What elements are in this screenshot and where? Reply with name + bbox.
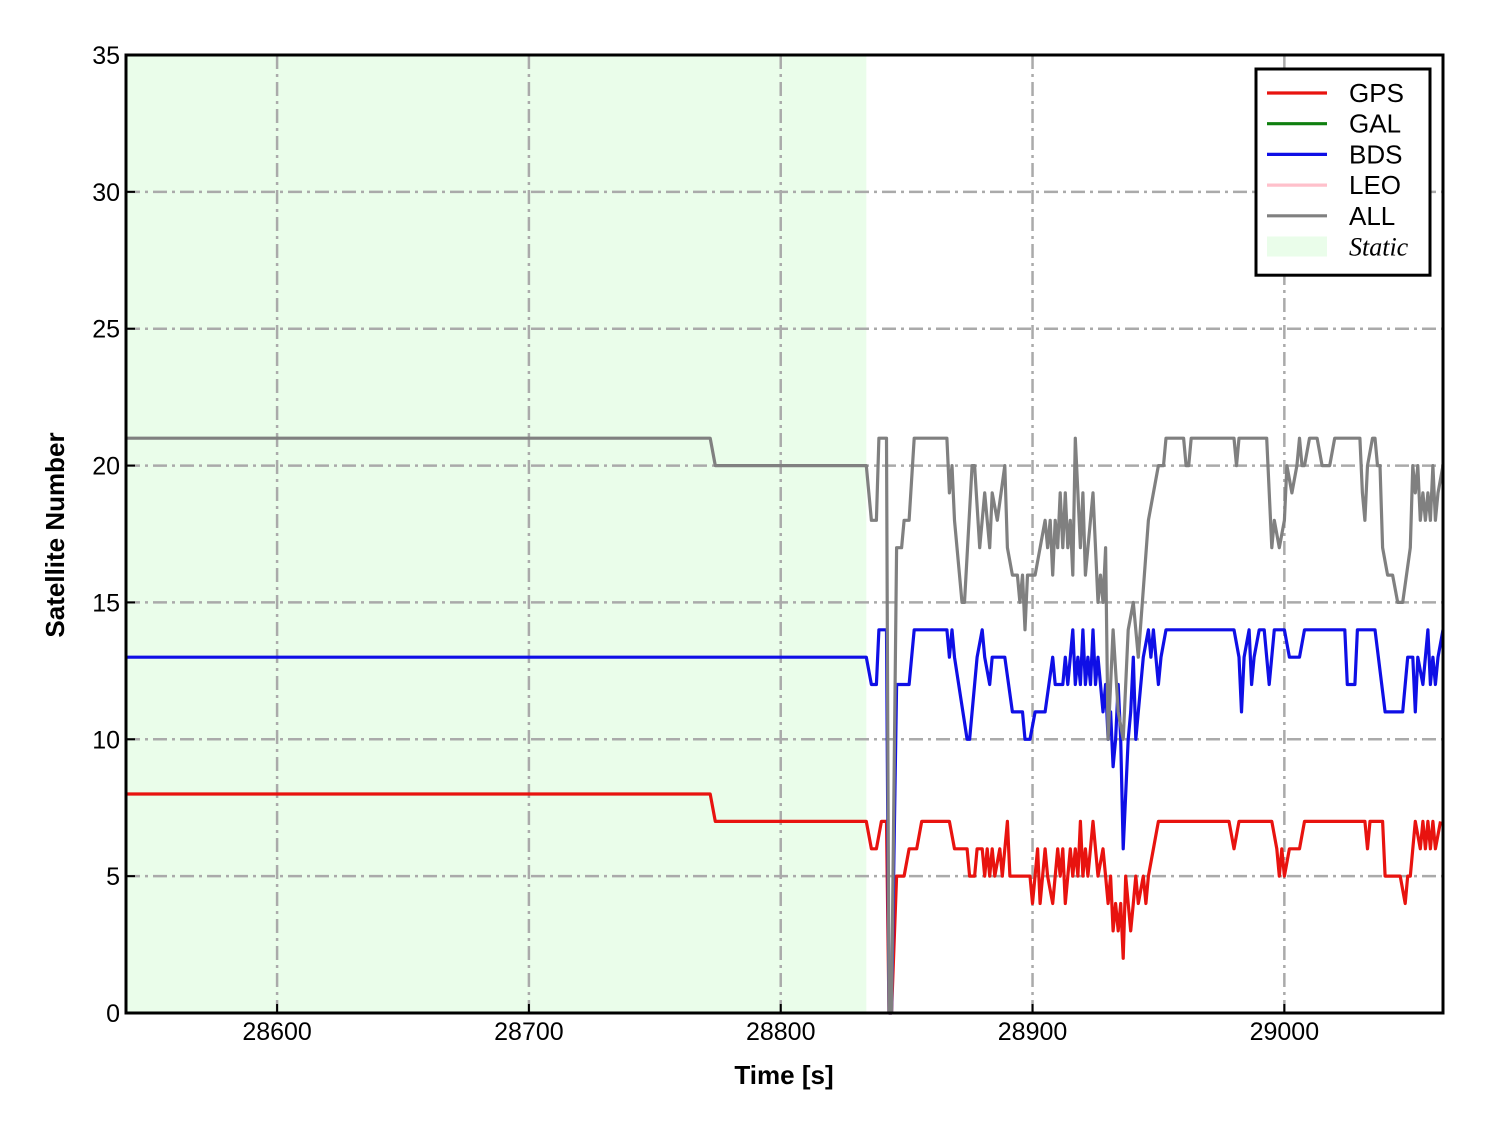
x-tick-label-28800: 28800 — [746, 1018, 816, 1046]
legend-label-gps: GPS — [1349, 78, 1404, 108]
legend-label-gal: GAL — [1349, 109, 1401, 139]
series-line-gps — [126, 792, 1443, 1015]
x-tick-label-28900: 28900 — [998, 1018, 1068, 1046]
x-axis-title: Time [s] — [734, 1060, 833, 1090]
y-tick-label-20: 20 — [92, 453, 120, 481]
axis-layer: 28600 28700 28800 28900 29000 0 5 10 15 20 25 30 35 — [92, 42, 1445, 1046]
x-tick-label-28600: 28600 — [242, 1018, 312, 1046]
x-tick-label-29000: 29000 — [1250, 1018, 1320, 1046]
legend-label-bds: BDS — [1349, 139, 1402, 169]
series-layer — [126, 436, 1445, 1015]
legend-label-all: ALL — [1349, 201, 1395, 231]
legend-swatch-static — [1267, 236, 1327, 257]
y-tick-label-25: 25 — [92, 316, 120, 344]
y-tick-label-15: 15 — [92, 589, 120, 617]
series-line-bds — [126, 628, 1445, 1015]
shaded-region-static — [126, 55, 867, 1013]
y-tick-label-5: 5 — [106, 863, 120, 891]
series-line-all — [126, 436, 1445, 1015]
y-tick-label-0: 0 — [106, 1000, 120, 1028]
y-tick-label-10: 10 — [92, 726, 120, 754]
background-layer — [126, 55, 1443, 1013]
legend-label-leo: LEO — [1349, 170, 1401, 200]
legend-label-static: Static — [1349, 233, 1409, 262]
y-axis-title: Satellite Number — [40, 432, 70, 637]
y-tick-label-30: 30 — [92, 179, 120, 207]
y-tick-label-35: 35 — [92, 42, 120, 70]
plot-frame — [124, 53, 1445, 1015]
x-tick-label-28700: 28700 — [494, 1018, 564, 1046]
grid-layer — [126, 55, 1443, 1013]
